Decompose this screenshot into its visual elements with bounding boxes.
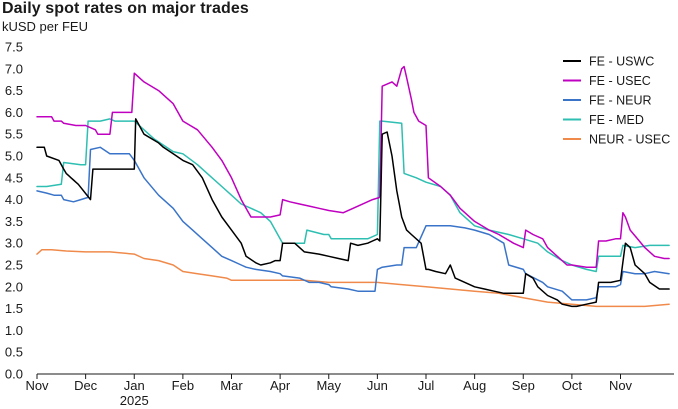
y-tick-label: 6.5 bbox=[5, 83, 23, 98]
series-line-fe-med bbox=[36, 118, 670, 273]
y-tick-label: 5.5 bbox=[5, 127, 23, 142]
y-tick-label: 4.5 bbox=[5, 170, 23, 185]
x-tick-label: Apr bbox=[270, 378, 291, 393]
series-line-fe-usec bbox=[36, 65, 670, 268]
x-tick-label: Aug bbox=[463, 378, 486, 393]
y-tick-label: 0.5 bbox=[5, 345, 23, 360]
y-tick-label: 5.0 bbox=[5, 149, 23, 164]
y-tick-label: 1.0 bbox=[5, 323, 23, 338]
y-tick-label: 1.5 bbox=[5, 301, 23, 316]
x-year-label: 2025 bbox=[120, 393, 149, 408]
x-tick-label: Jun bbox=[367, 378, 388, 393]
y-tick-label: 6.0 bbox=[5, 105, 23, 120]
x-tick-label: Jan bbox=[124, 378, 145, 393]
y-axis: 0.0 0.5 1.0 1.5 2.0 2.5 3.0 3.5 4.0 4.5 5.0 5.5 6.0 6… bbox=[5, 40, 23, 382]
legend-label: NEUR - USEC bbox=[589, 133, 670, 147]
x-tick-label: May bbox=[316, 378, 341, 393]
y-tick-label: 7.5 bbox=[5, 40, 23, 55]
x-axis: Nov Dec Jan Feb Mar Apr May Jun Jul Aug Sep Oct Nov 2… bbox=[25, 373, 674, 408]
x-tick-label: Dec bbox=[74, 378, 98, 393]
series-lines bbox=[36, 65, 670, 308]
legend-label: FE - USWC bbox=[589, 55, 654, 69]
series-line-fe-neur bbox=[36, 146, 670, 301]
x-tick-label: Oct bbox=[562, 378, 583, 393]
page-title: Daily spot rates on major trades bbox=[2, 0, 249, 17]
y-tick-label: 0.0 bbox=[5, 367, 23, 382]
series-line-fe-uswc bbox=[36, 118, 670, 308]
legend-label: FE - USEC bbox=[589, 74, 651, 88]
x-tick-label: Feb bbox=[172, 378, 194, 393]
x-tick-label: Nov bbox=[25, 378, 49, 393]
legend-label: FE - NEUR bbox=[589, 94, 652, 108]
y-tick-label: 2.5 bbox=[5, 258, 23, 273]
x-tick-label: Nov bbox=[609, 378, 633, 393]
y-tick-label: 3.0 bbox=[5, 236, 23, 251]
legend-label: FE - MED bbox=[589, 113, 644, 127]
x-tick-label: Sep bbox=[512, 378, 535, 393]
y-tick-label: 7.0 bbox=[5, 61, 23, 76]
x-tick-label: Jul bbox=[418, 378, 435, 393]
y-tick-label: 3.5 bbox=[5, 214, 23, 229]
y-axis-unit-label: kUSD per FEU bbox=[2, 19, 88, 34]
x-tick-label: Mar bbox=[220, 378, 243, 393]
legend: FE - USWC FE - USEC FE - NEUR FE - MED NEUR … bbox=[563, 55, 670, 147]
y-tick-label: 4.0 bbox=[5, 192, 23, 207]
series-line-neur-usec bbox=[36, 248, 670, 308]
y-tick-label: 2.0 bbox=[5, 279, 23, 294]
